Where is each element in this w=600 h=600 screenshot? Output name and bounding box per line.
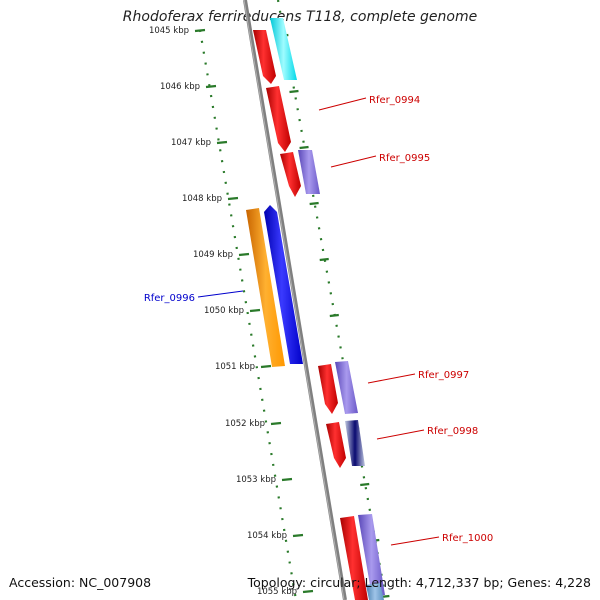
- gene-block-rfer-1000-purple[interactable]: [358, 514, 385, 597]
- tick-mark: [205, 84, 217, 89]
- gene-label[interactable]: Rfer_0997: [418, 370, 469, 381]
- tick-mark: [292, 533, 304, 538]
- genome-backbone: [243, 0, 347, 600]
- tick-mark: [194, 28, 206, 33]
- gene-block-rfer-0998-red[interactable]: [326, 422, 346, 468]
- tick-mark-right: [299, 145, 309, 150]
- tick-mark: [238, 252, 250, 257]
- gene-block-rfer-0995-red[interactable]: [280, 152, 301, 197]
- tick-mark-right: [329, 313, 339, 318]
- tick-label: 1047 kbp: [171, 138, 211, 148]
- gene-block-orange[interactable]: [246, 208, 285, 367]
- gene-leader-line: [367, 373, 416, 384]
- tick-label: 1045 kbp: [149, 26, 189, 36]
- tick-label: 1049 kbp: [193, 250, 233, 260]
- gene-block-rfer-0996[interactable]: [264, 205, 303, 364]
- tick-mark: [227, 196, 239, 201]
- tick-label: 1054 kbp: [247, 531, 287, 541]
- map-title: Rhodoferax ferrireducens T118, complete …: [122, 9, 478, 25]
- tick-label: 1052 kbp: [225, 419, 265, 429]
- gene-block-rfer-0997-red[interactable]: [318, 364, 338, 414]
- genome-backbone-highlight: [243, 0, 345, 600]
- gene-label[interactable]: Rfer_0994: [369, 95, 420, 106]
- tick-label: 1055 kbp: [257, 587, 297, 597]
- tick-label: 1050 kbp: [204, 306, 244, 316]
- tick-mark-right: [309, 201, 319, 206]
- gene-block-rfer-0998-navy[interactable]: [345, 420, 365, 466]
- gene-block-rfer-0994[interactable]: [266, 86, 291, 152]
- gene-block-cyan[interactable]: [270, 18, 297, 80]
- gene-block-steel[interactable]: [366, 583, 384, 600]
- gene-block-rfer-1000-red[interactable]: [340, 516, 368, 600]
- tick-mark: [302, 589, 314, 594]
- tick-mark: [270, 421, 282, 426]
- tick-label: 1051 kbp: [215, 362, 255, 372]
- tick-mark: [260, 364, 272, 369]
- tick-mark: [249, 308, 261, 313]
- gene-label[interactable]: Rfer_0996: [144, 293, 195, 304]
- gene-block-rfer-0997-purple[interactable]: [335, 361, 358, 414]
- genome-summary: Topology: circular; Length: 4,712,337 bp…: [247, 575, 591, 590]
- tick-mark: [216, 140, 228, 145]
- tick-label: 1048 kbp: [182, 194, 222, 204]
- tick-mark-right: [360, 482, 370, 487]
- gene-label[interactable]: Rfer_1000: [442, 533, 493, 544]
- gene-leader-line: [330, 155, 377, 168]
- gene-block-rfer-0995-purple[interactable]: [298, 150, 320, 194]
- tick-mark-right: [319, 257, 329, 262]
- gene-label[interactable]: Rfer_0998: [427, 426, 478, 437]
- gene-block-red-1[interactable]: [253, 30, 276, 84]
- gene-leader-line: [376, 429, 425, 440]
- tick-label: 1046 kbp: [160, 82, 200, 92]
- tick-label: 1053 kbp: [236, 475, 276, 485]
- tick-mark: [281, 477, 293, 482]
- accession-label: Accession: NC_007908: [9, 575, 152, 590]
- gene-leader-line: [318, 97, 367, 111]
- tick-mark-right: [289, 89, 299, 94]
- gene-leader-line: [197, 290, 244, 298]
- gene-leader-line: [390, 536, 440, 546]
- gene-label[interactable]: Rfer_0995: [379, 153, 430, 164]
